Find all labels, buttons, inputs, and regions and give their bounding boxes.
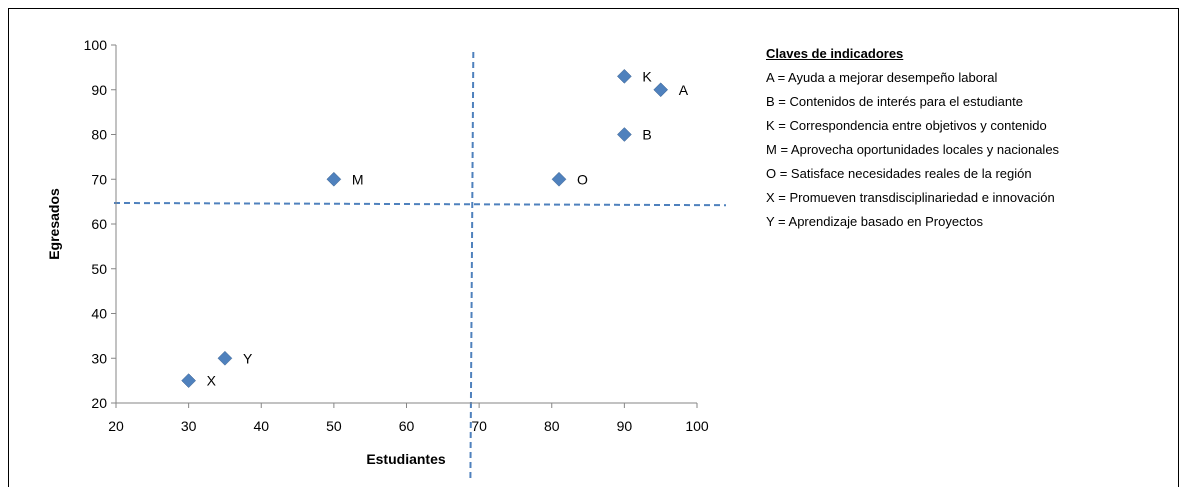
x-axis-title: Estudiantes bbox=[366, 451, 446, 467]
legend-title: Claves de indicadores bbox=[766, 46, 904, 61]
x-tick-label: 20 bbox=[108, 418, 124, 434]
reference-lines bbox=[113, 51, 727, 479]
legend-item: X = Promueven transdisciplinariedad e in… bbox=[766, 190, 1055, 205]
point-marker-x bbox=[181, 373, 196, 388]
legend-item: O = Satisface necesidades reales de la r… bbox=[766, 166, 1032, 181]
point-label-k: K bbox=[642, 68, 652, 84]
x-tick-label: 70 bbox=[471, 418, 487, 434]
legend-item: B = Contenidos de interés para el estudi… bbox=[766, 94, 1023, 109]
x-tick-label: 50 bbox=[326, 418, 342, 434]
legend-item: Y = Aprendizaje basado en Proyectos bbox=[766, 214, 983, 229]
vertical-reference-line bbox=[469, 51, 475, 479]
point-label-y: Y bbox=[243, 350, 253, 366]
y-tick-label: 90 bbox=[91, 82, 107, 98]
indicator-key-legend: Claves de indicadores A = Ayuda a mejora… bbox=[766, 46, 1176, 238]
x-tick-label: 80 bbox=[544, 418, 560, 434]
data-points: K A B M O Y X bbox=[181, 68, 689, 389]
point-label-x: X bbox=[207, 373, 217, 389]
legend-items: A = Ayuda a mejorar desempeño laboral B =… bbox=[766, 70, 1176, 238]
point-marker-b bbox=[617, 127, 632, 142]
point-marker-m bbox=[326, 171, 342, 187]
point-label-a: A bbox=[679, 82, 689, 98]
legend-item: K = Correspondencia entre objetivos y co… bbox=[766, 118, 1047, 133]
y-tick-label: 70 bbox=[91, 171, 107, 187]
point-label-o: O bbox=[577, 171, 588, 187]
point-label-b: B bbox=[642, 127, 651, 143]
x-tick-label: 60 bbox=[399, 418, 415, 434]
point-label-m: M bbox=[352, 171, 364, 187]
legend-item: M = Aprovecha oportunidades locales y na… bbox=[766, 142, 1060, 157]
horizontal-reference-line bbox=[113, 201, 727, 207]
legend-item: A = Ayuda a mejorar desempeño laboral bbox=[766, 70, 998, 85]
y-tick-label: 40 bbox=[91, 306, 107, 322]
point-marker-o bbox=[551, 171, 567, 187]
point-marker-a bbox=[653, 82, 669, 98]
x-tick-label: 30 bbox=[181, 418, 197, 434]
x-tick-label: 90 bbox=[617, 418, 633, 434]
x-tick-label: 40 bbox=[253, 418, 269, 434]
y-tick-label: 60 bbox=[91, 216, 107, 232]
y-tick-label: 20 bbox=[91, 395, 107, 411]
point-marker-k bbox=[617, 68, 632, 84]
point-marker-y bbox=[217, 350, 233, 366]
y-tick-label: 80 bbox=[91, 127, 107, 143]
axes: 20 30 40 50 60 70 80 90 100 20 30 40 50 60 70 80 90 100 bbox=[84, 37, 709, 434]
y-tick-label: 30 bbox=[91, 350, 107, 366]
y-tick-label: 50 bbox=[91, 261, 107, 277]
chart-frame bbox=[8, 8, 1179, 487]
y-axis-title: Egresados bbox=[46, 188, 62, 260]
x-tick-label: 100 bbox=[685, 418, 709, 434]
y-tick-label: 100 bbox=[84, 37, 108, 53]
